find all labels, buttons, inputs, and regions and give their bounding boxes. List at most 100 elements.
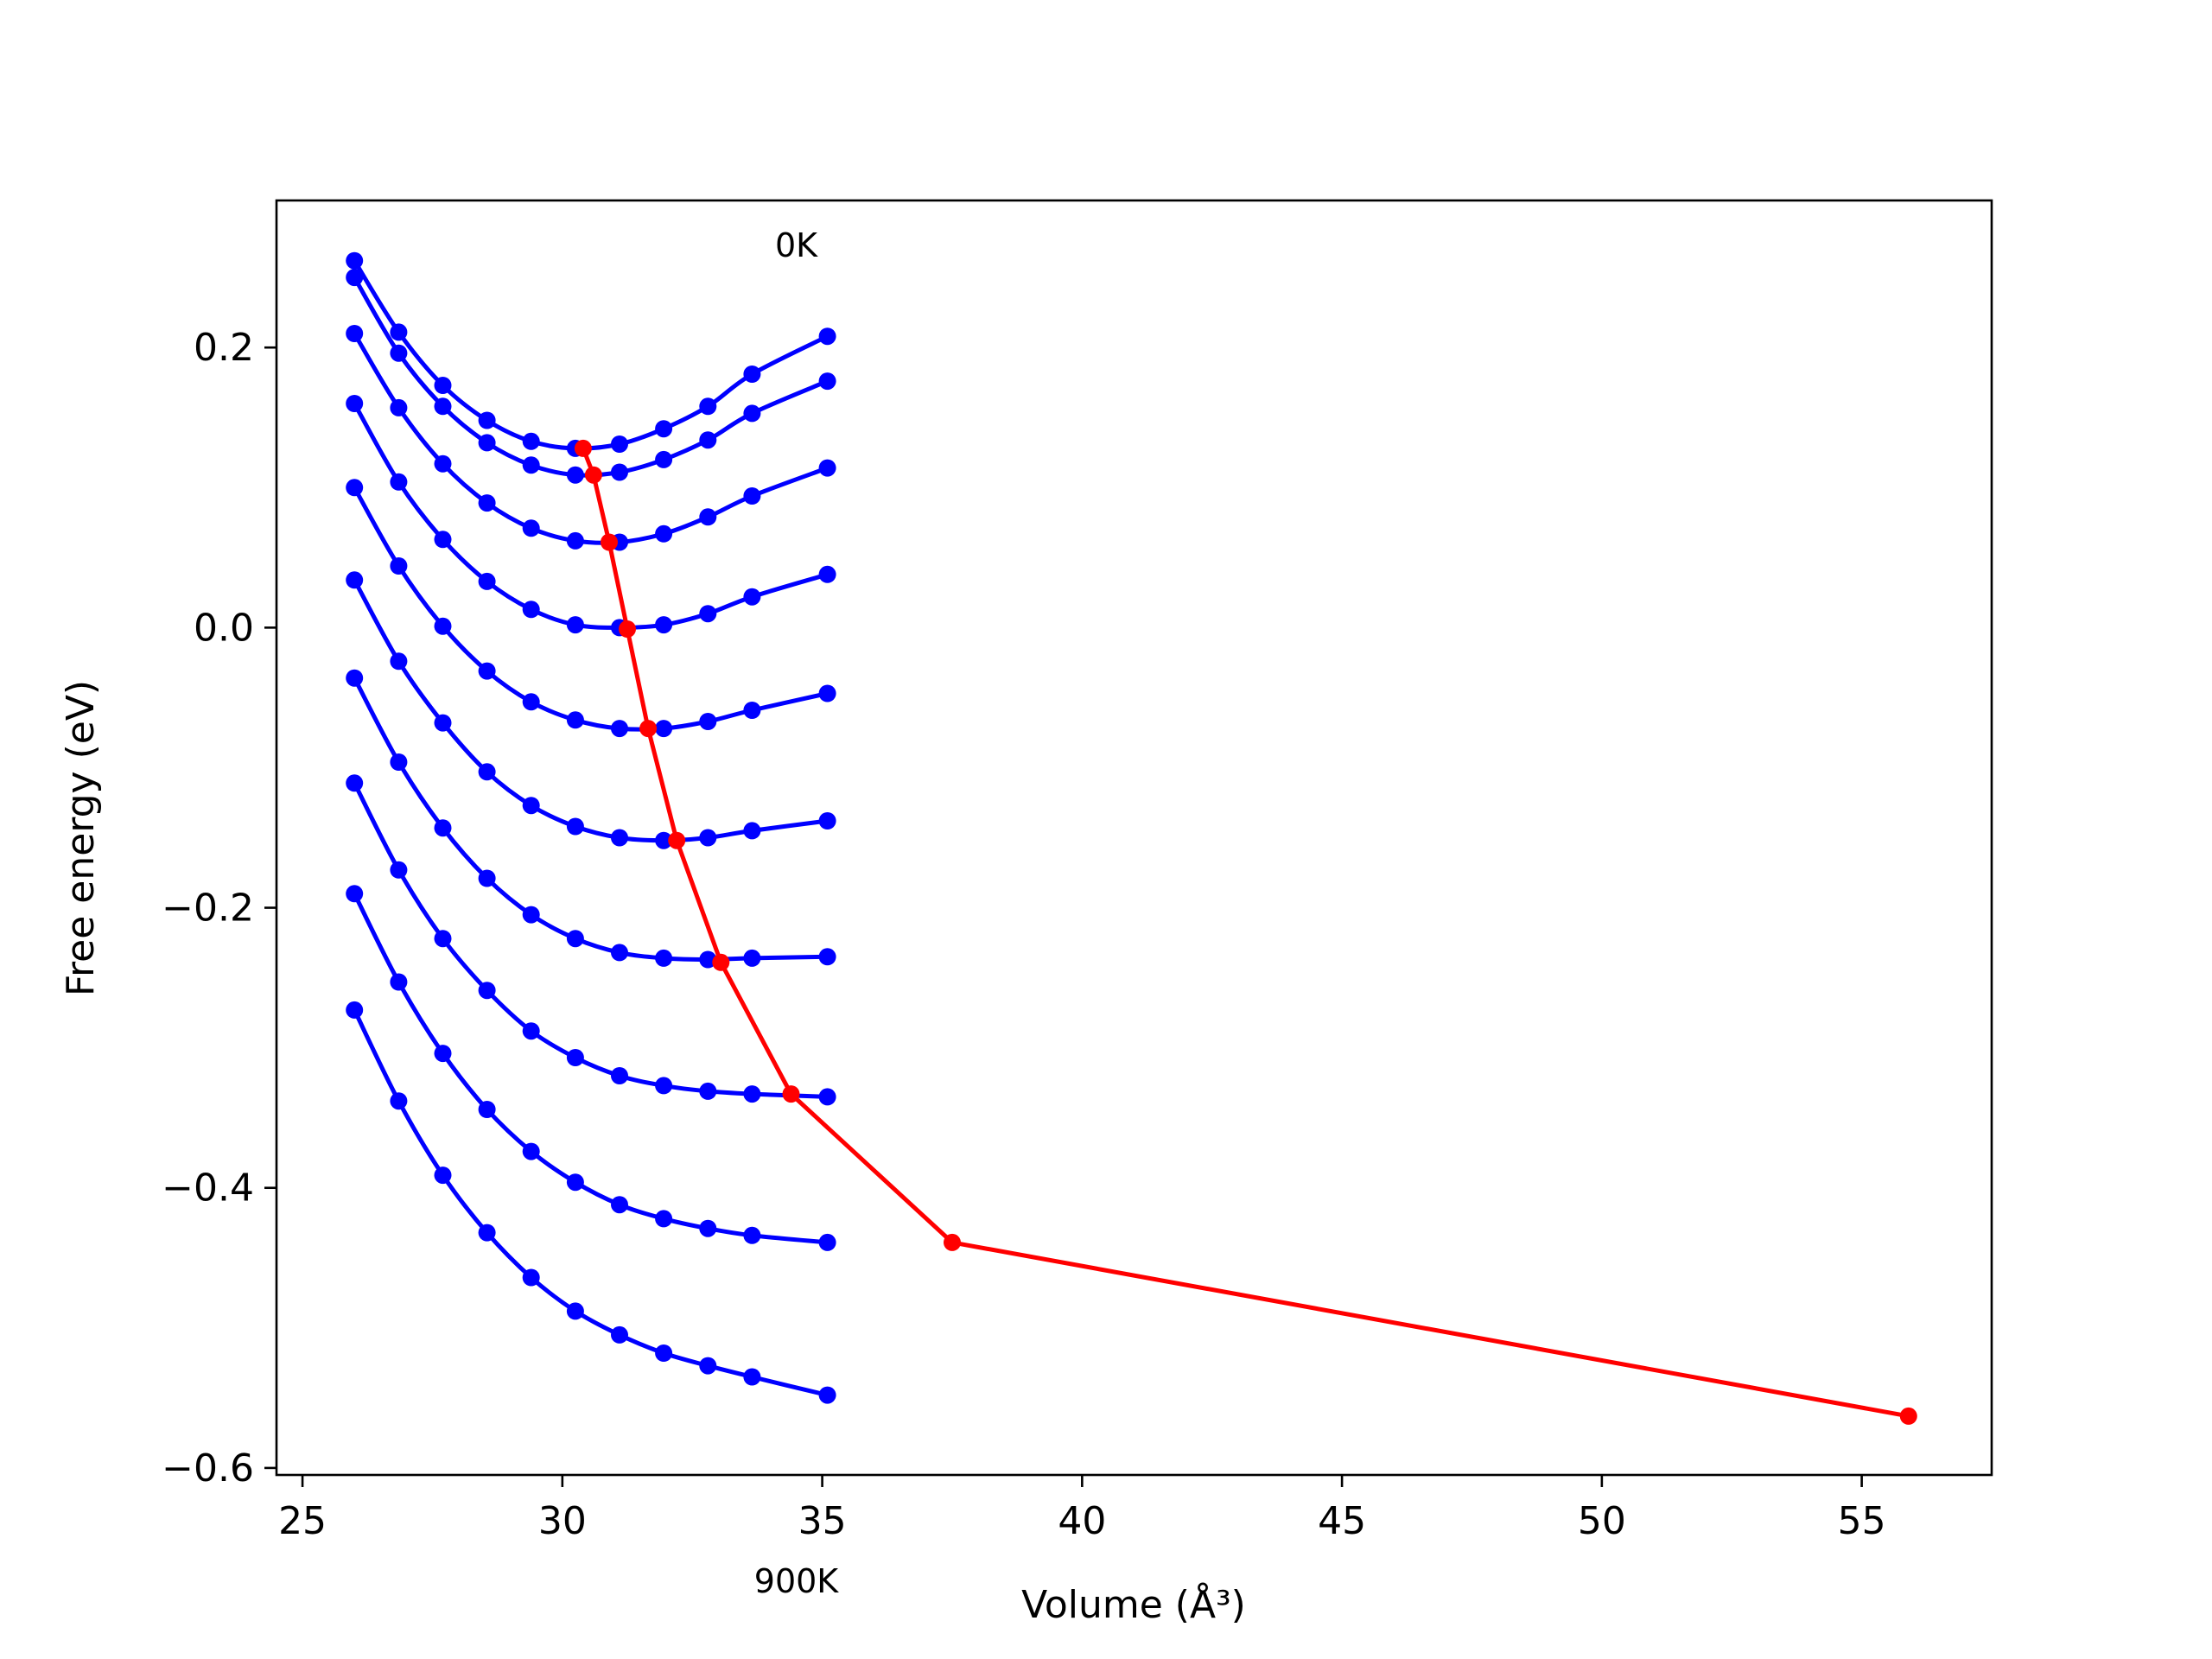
series-3-point-3: [434, 454, 452, 473]
x-tick-label: 55: [1838, 1499, 1886, 1543]
series-1-point-4: [478, 411, 496, 429]
series-3-point-5: [522, 519, 540, 537]
series-4-point-4: [478, 572, 496, 590]
series-7-point-1: [346, 669, 364, 687]
minimum-curve-point-5: [639, 720, 658, 738]
series-4-point-5: [522, 601, 540, 619]
series-9-point-2: [390, 973, 408, 991]
series-5-point-2: [390, 557, 408, 575]
series-5-point-9: [699, 713, 717, 730]
minimum-curve-point-3: [601, 533, 618, 551]
annotation-2: 900K: [754, 1562, 840, 1600]
series-10-point-3: [434, 1166, 452, 1185]
series-8-line: [352, 780, 830, 1099]
series-7-point-2: [390, 753, 408, 771]
axes-frame: [275, 199, 1993, 1477]
minimum-curve-point-7: [712, 953, 730, 971]
annotations: 0K 900K: [754, 226, 840, 1600]
x-axis-label: Volume (Å³): [1021, 1581, 1246, 1627]
series-4-point-2: [390, 473, 408, 491]
series-9-point-6: [566, 1173, 584, 1192]
series-6-point-7: [611, 829, 628, 847]
minimum-curve-line: [581, 447, 1910, 1419]
series-1-point-7: [611, 435, 628, 453]
series-7-point-11: [818, 948, 836, 966]
series-9-point-8: [655, 1210, 673, 1228]
series-1-point-10: [743, 365, 761, 383]
series-7-point-7: [611, 944, 628, 962]
series-7-point-8: [655, 949, 673, 967]
series-8-point-5: [522, 1022, 540, 1040]
series-1-point-3: [434, 377, 452, 394]
series-4: [346, 395, 836, 637]
series-10-line: [352, 1007, 830, 1398]
series-9-point-10: [743, 1226, 761, 1244]
x-tick-label: 40: [1058, 1499, 1106, 1543]
series-8-point-9: [699, 1082, 717, 1100]
series-10-point-11: [818, 1386, 836, 1404]
y-tick-label: −0.6: [162, 1446, 254, 1491]
series-3-point-10: [743, 487, 761, 505]
series-5-point-7: [611, 720, 628, 738]
y-axis-label: Free energy (eV): [59, 680, 103, 996]
series-5-point-10: [743, 702, 761, 719]
series-4-point-3: [434, 531, 452, 549]
series-2-point-9: [699, 431, 717, 449]
series-4-point-1: [346, 395, 364, 412]
series-6-point-9: [699, 829, 717, 847]
series-2: [346, 269, 836, 484]
series-2-point-11: [818, 372, 836, 391]
series-4-point-11: [818, 565, 836, 583]
series-7-point-6: [566, 930, 584, 948]
series-10-point-2: [390, 1092, 408, 1110]
series-5-point-6: [566, 711, 584, 729]
minimum-curve-point-8: [782, 1085, 800, 1103]
series-9-point-5: [522, 1142, 540, 1160]
series-10: [346, 1001, 836, 1404]
series-3: [346, 325, 836, 551]
series-10-point-4: [478, 1224, 496, 1242]
series-10-point-10: [743, 1368, 761, 1386]
series-3-point-2: [390, 398, 408, 416]
series-6-line: [352, 577, 830, 843]
series-1-point-11: [818, 327, 836, 346]
series-6-point-2: [390, 652, 408, 671]
series-4-point-10: [743, 588, 761, 606]
series-8: [346, 774, 836, 1106]
annotation-1: 0K: [775, 226, 818, 264]
series-8-point-8: [655, 1077, 673, 1095]
x-tick-label: 45: [1318, 1499, 1366, 1543]
series-9-point-7: [611, 1196, 628, 1214]
series-3-point-9: [699, 508, 717, 526]
series-6-point-8: [655, 831, 673, 849]
series-3-point-1: [346, 325, 364, 342]
series-3-point-11: [818, 459, 836, 477]
series-1-point-2: [390, 323, 408, 341]
series-3-point-4: [478, 494, 496, 512]
y-tick-label: −0.4: [162, 1166, 254, 1211]
series-10-point-6: [566, 1302, 584, 1320]
series-7-point-4: [478, 869, 496, 887]
minimum-curve-point-2: [584, 466, 602, 484]
y-tick-label: −0.2: [162, 887, 254, 931]
series-8-point-4: [478, 982, 496, 1000]
series-6-point-5: [522, 797, 540, 815]
series-10-point-7: [611, 1325, 628, 1344]
series-6-point-4: [478, 763, 496, 781]
series-7-point-3: [434, 819, 452, 837]
series-9-point-3: [434, 1045, 452, 1063]
series-2-point-10: [743, 404, 761, 423]
minimum-curve-point-10: [1899, 1407, 1917, 1425]
series-1-point-5: [522, 432, 540, 450]
series-8-point-11: [818, 1088, 836, 1106]
minimum-curve-point-6: [668, 831, 686, 849]
series-7-point-9: [699, 950, 717, 969]
series-2-point-4: [478, 434, 496, 452]
series-3-point-6: [566, 531, 584, 550]
series-2-point-1: [346, 269, 364, 287]
y-tick-label: 0.2: [194, 326, 254, 370]
series-9-point-9: [699, 1219, 717, 1237]
series-6-point-1: [346, 571, 364, 589]
series-5-point-4: [478, 662, 496, 680]
series-4-point-6: [566, 616, 584, 634]
